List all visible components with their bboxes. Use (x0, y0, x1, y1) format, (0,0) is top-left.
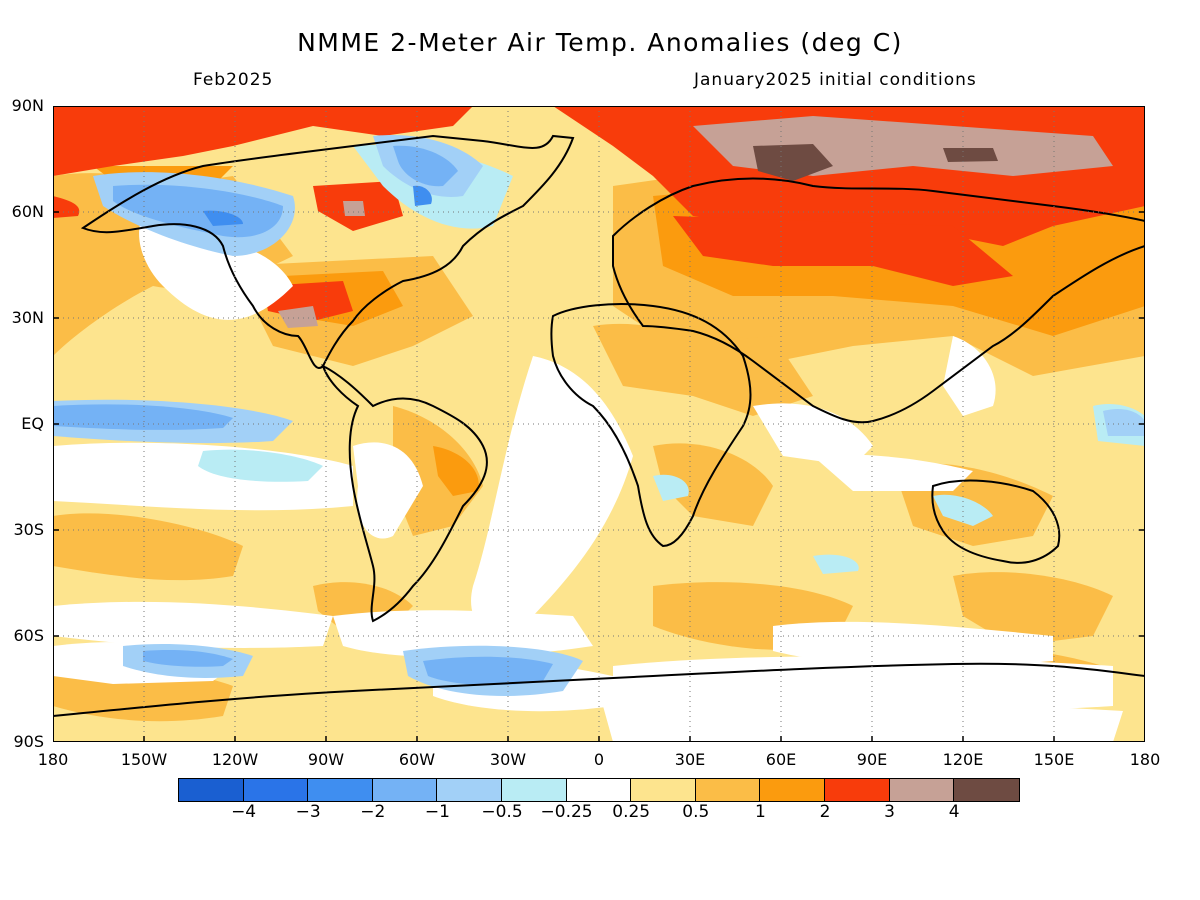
anomaly-regions-near-zero (53, 216, 1123, 742)
graticule (53, 106, 1145, 742)
map-ticks (53, 211, 1145, 742)
colorbar-swatch (372, 779, 438, 801)
colorbar-tick-label: −4 (231, 802, 257, 822)
colorbar-tick-label: 3 (884, 802, 895, 822)
colorbar-swatch (566, 779, 632, 801)
colorbar (178, 778, 1020, 802)
lon-label-150e: 150E (1033, 750, 1075, 769)
colorbar-tick-label: 1 (754, 802, 766, 822)
colorbar-tick-label: 0.25 (612, 802, 651, 822)
lon-label-90e: 90E (856, 750, 888, 769)
lon-label-0: 0 (593, 750, 605, 769)
anomaly-regions-minus-2 (203, 185, 432, 226)
valid-month-label: Feb2025 (193, 70, 274, 90)
lon-label-150w: 150W (120, 750, 168, 769)
lat-label-60n: 60N (11, 202, 44, 221)
colorbar-swatch (954, 779, 1019, 801)
lon-label-90w: 90W (307, 750, 345, 769)
lat-label-90s: 90S (13, 732, 44, 751)
colorbar-tick-label: −0.5 (481, 802, 523, 822)
colorbar-tick-label: −3 (295, 802, 321, 822)
anomaly-map (53, 106, 1145, 742)
lon-label-30w: 30W (489, 750, 527, 769)
colorbar-swatch (179, 779, 244, 801)
colorbar-swatch (631, 779, 696, 801)
colorbar-swatch (243, 779, 309, 801)
colorbar-tick-label: −2 (360, 802, 386, 822)
lat-label-60s: 60S (13, 626, 44, 645)
colorbar-swatch (437, 779, 502, 801)
lat-label-30n: 30N (11, 308, 44, 327)
colorbar-swatch (889, 779, 955, 801)
colorbar-swatch (308, 779, 373, 801)
colorbar-tick-label: 0.5 (682, 802, 710, 822)
coastlines (53, 134, 1145, 717)
lon-label-180w: 180 (37, 750, 69, 769)
colorbar-swatch (695, 779, 761, 801)
lon-label-60e: 60E (765, 750, 797, 769)
initial-conditions-label: January2025 initial conditions (694, 70, 977, 90)
lat-label-30s: 30S (13, 520, 44, 539)
lat-label-90n: 90N (11, 96, 44, 115)
map-title: NMME 2-Meter Air Temp. Anomalies (deg C) (297, 28, 903, 57)
colorbar-swatch (824, 779, 890, 801)
colorbar-tick-label: −0.25 (540, 802, 593, 822)
colorbar-tick-label: 2 (819, 802, 831, 822)
colorbar-swatch (501, 779, 567, 801)
colorbar-tick-label: 4 (948, 802, 960, 822)
lat-label-eq: EQ (21, 414, 44, 433)
lon-label-120w: 120W (211, 750, 259, 769)
lon-label-60w: 60W (398, 750, 436, 769)
lon-label-120e: 120E (942, 750, 984, 769)
anomaly-regions-extreme (753, 144, 998, 181)
colorbar-tick-label: −1 (424, 802, 450, 822)
lon-label-180e: 180 (1129, 750, 1161, 769)
lon-label-30e: 30E (674, 750, 706, 769)
colorbar-swatch (760, 779, 825, 801)
